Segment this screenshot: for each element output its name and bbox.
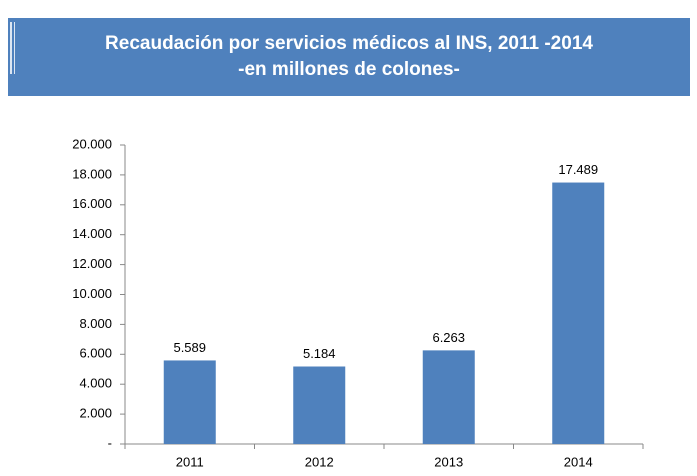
x-tick-label: 2014: [564, 454, 593, 469]
y-tick-label: 8.000: [79, 316, 112, 331]
y-tick-label: 4.000: [79, 376, 112, 391]
y-tick-label: 2.000: [79, 406, 112, 421]
y-tick-label: 20.000: [72, 136, 112, 151]
y-tick-label: 6.000: [79, 346, 112, 361]
x-tick-label: 2011: [176, 454, 204, 469]
y-tick-label: 12.000: [72, 256, 112, 271]
bar: [552, 182, 605, 445]
value-label: 5.589: [173, 340, 206, 355]
chart-title: Recaudación por servicios médicos al INS…: [105, 33, 593, 54]
chart-subtitle: -en millones de colones-: [238, 59, 460, 80]
bar: [293, 366, 346, 444]
bar: [163, 360, 216, 444]
banner-stripe: [10, 22, 12, 74]
title-banner: [8, 18, 690, 96]
value-label: 5.184: [303, 346, 336, 361]
y-tick-label: 14.000: [72, 226, 112, 241]
y-tick-label: 16.000: [72, 196, 112, 211]
y-tick-label: 18.000: [72, 166, 112, 181]
banner-stripe: [14, 22, 15, 74]
value-label: 6.263: [432, 330, 465, 345]
bar: [422, 350, 475, 444]
x-tick-label: 2012: [305, 454, 334, 469]
x-tick-label: 2013: [434, 454, 463, 469]
y-tick-label: -: [108, 435, 112, 450]
y-tick-label: 10.000: [72, 286, 112, 301]
value-label: 17.489: [558, 162, 598, 177]
